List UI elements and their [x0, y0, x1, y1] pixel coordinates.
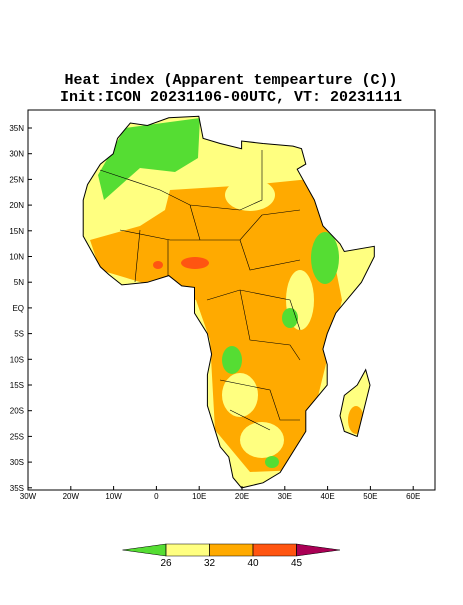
- colorbar-tick-label: 32: [204, 558, 216, 569]
- y-tick-label: 10N: [9, 253, 24, 262]
- colorbar-swatch: [165, 543, 210, 557]
- y-tick-label: 35N: [9, 124, 24, 133]
- map-title: Heat index (Apparent tempearture (C)): [64, 72, 397, 89]
- x-tick-label: 30E: [278, 492, 292, 501]
- x-tick-label: 40E: [320, 492, 334, 501]
- y-tick-label: 25N: [9, 175, 24, 184]
- y-tick-label: 25S: [10, 432, 24, 441]
- x-tick-label: 0: [154, 492, 159, 501]
- x-tick-label: 20E: [235, 492, 249, 501]
- y-tick-label: 5S: [14, 330, 24, 339]
- y-tick-label: 35S: [10, 484, 24, 493]
- x-tick-label: 50E: [363, 492, 377, 501]
- y-tick-label: 15N: [9, 227, 24, 236]
- y-tick-label: 5N: [14, 278, 24, 287]
- map-subtitle: Init:ICON 20231106-00UTC, VT: 20231111: [60, 89, 402, 106]
- colorbar-tick-label: 45: [291, 558, 303, 569]
- colorbar-tick-label: 26: [160, 558, 172, 569]
- colorbar-swatch: [209, 543, 254, 557]
- x-tick-label: 10E: [192, 492, 206, 501]
- y-tick-label: 20S: [10, 407, 24, 416]
- colorbar-swatch: [122, 543, 167, 557]
- colorbar-swatch: [296, 543, 341, 557]
- y-tick-label: 20N: [9, 201, 24, 210]
- coastline: [82, 115, 375, 489]
- y-tick-label: 30S: [10, 458, 24, 467]
- y-tick-label: 30N: [9, 150, 24, 159]
- x-tick-label: 20W: [63, 492, 80, 501]
- colorbar: 26 32 40 45: [122, 543, 341, 569]
- x-tick-label: 10W: [105, 492, 122, 501]
- axes: 30W 20W 10W 0 10E 20E 30E 40E 50E 60E 35N 30N 25N 20N…: [9, 124, 420, 501]
- x-tick-label: 60E: [406, 492, 420, 501]
- y-tick-label: EQ: [12, 304, 24, 313]
- y-tick-label: 10S: [10, 355, 24, 364]
- colorbar-tick-label: 40: [247, 558, 259, 569]
- y-tick-label: 15S: [10, 381, 24, 390]
- colorbar-swatch: [252, 543, 297, 557]
- x-tick-label: 30W: [20, 492, 37, 501]
